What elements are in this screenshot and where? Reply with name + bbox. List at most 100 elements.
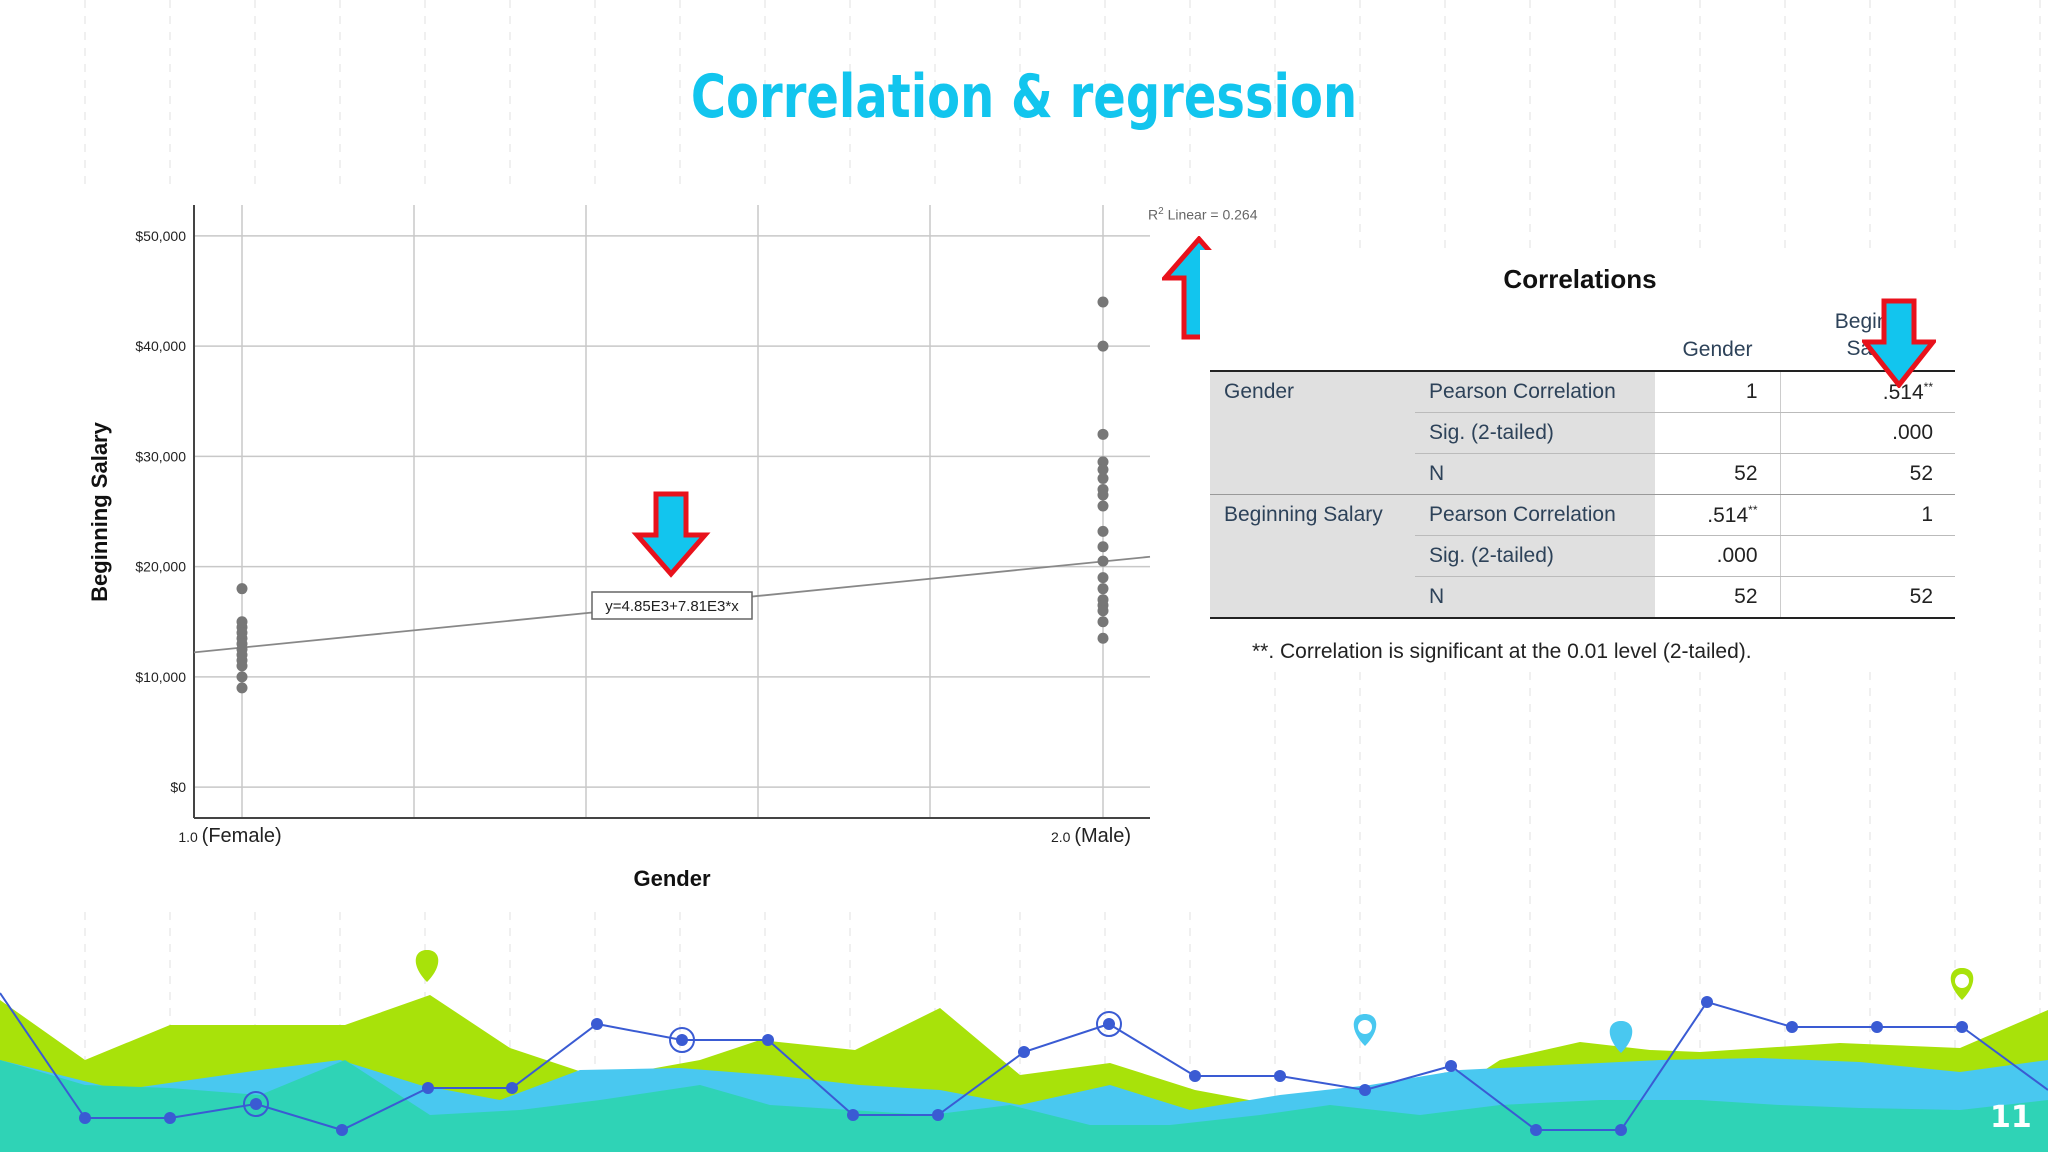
table-cell: 52	[1780, 453, 1955, 495]
table-cell: 1	[1655, 371, 1781, 413]
row-group-label	[1210, 535, 1415, 577]
trend-point	[79, 1112, 91, 1124]
map-pin-shape	[415, 950, 439, 982]
trend-point	[422, 1082, 434, 1094]
trend-point	[1871, 1021, 1883, 1033]
trend-point	[1274, 1070, 1286, 1082]
trend-point	[847, 1109, 859, 1121]
trend-point-ring	[669, 1027, 695, 1053]
data-point	[1097, 572, 1109, 584]
equation-label: y=4.85E3+7.81E3*x	[605, 598, 739, 615]
y-axis-title: Beginning Salary	[87, 421, 112, 601]
map-pin-hole	[1358, 1020, 1372, 1034]
data-point	[1097, 428, 1109, 440]
trend-point	[1786, 1021, 1798, 1033]
table-row: N 52 52	[1210, 453, 1955, 495]
slide-title: Correlation & regression	[690, 62, 1358, 132]
table-title: Correlations	[1503, 264, 1657, 294]
trend-point	[1445, 1060, 1457, 1072]
trend-point	[1189, 1070, 1201, 1082]
stat-label: N	[1415, 453, 1655, 495]
stat-label: Sig. (2-tailed)	[1415, 412, 1655, 454]
row-group-label	[1210, 576, 1415, 618]
trend-point	[762, 1034, 774, 1046]
page-number: 11	[1990, 1100, 2032, 1135]
data-point	[1097, 541, 1109, 553]
r2-label: R2 Linear = 0.264	[1148, 206, 1258, 223]
data-point	[236, 660, 248, 672]
data-point	[1097, 583, 1109, 595]
trend-point-ring	[243, 1091, 269, 1117]
column-header-gender: Gender	[1682, 338, 1753, 361]
table-cell	[1655, 412, 1781, 454]
trend-point-ring	[1096, 1011, 1122, 1037]
trend-point	[932, 1109, 944, 1121]
map-pin-shape	[1609, 1021, 1633, 1053]
data-point	[236, 671, 248, 683]
table-cell	[1780, 535, 1955, 577]
data-point	[236, 682, 248, 694]
stat-label: Sig. (2-tailed)	[1415, 535, 1655, 577]
equation-box	[591, 591, 753, 620]
data-point	[1097, 555, 1109, 567]
correlations-table: Gender BeginnSala Gender Pearson Correla…	[1210, 308, 1955, 619]
trend-point	[1615, 1124, 1627, 1136]
trend-point	[1018, 1046, 1030, 1058]
y-tick-label: $0	[170, 779, 186, 795]
data-point	[1097, 456, 1109, 468]
data-point	[1097, 500, 1109, 512]
y-tick-label: $30,000	[135, 448, 186, 464]
data-point	[1097, 525, 1109, 537]
table-cell: 52	[1655, 576, 1781, 618]
data-point	[1097, 464, 1109, 476]
stat-label: Pearson Correlation	[1415, 494, 1655, 536]
data-point	[1097, 472, 1109, 484]
table-cell: .514**	[1655, 494, 1781, 536]
chart-panel	[78, 190, 1203, 910]
row-group-label: Beginning Salary	[1210, 494, 1415, 536]
table-row: Gender Pearson Correlation 1 .514**	[1210, 371, 1955, 413]
map-pin-icon	[415, 950, 439, 982]
data-point	[1097, 632, 1109, 644]
trend-point	[1956, 1021, 1968, 1033]
x-tick-label: 1.0 (Female)	[178, 825, 281, 847]
map-pin-hole	[1955, 974, 1969, 988]
table-cell: .000	[1780, 412, 1955, 454]
trend-point	[676, 1034, 688, 1046]
stat-label: N	[1415, 576, 1655, 618]
trend-point	[506, 1082, 518, 1094]
data-point	[1097, 489, 1109, 501]
scatter-chart: $0 $10,000 $20,000 $30,000 $40,000 $50,000 1.0…	[87, 205, 1151, 891]
arrow-down-icon	[1862, 298, 1936, 388]
decorative-landscape	[0, 950, 2048, 1152]
map-pin-icon	[1609, 1021, 1633, 1053]
trend-point	[250, 1098, 262, 1110]
stat-label: Pearson Correlation	[1415, 371, 1655, 413]
y-tick-label: $20,000	[135, 559, 186, 575]
table-row: Beginning Salary Pearson Correlation .51…	[1210, 494, 1955, 536]
data-point	[1097, 616, 1109, 628]
trend-point	[1103, 1018, 1115, 1030]
table-cell: .514**	[1780, 371, 1955, 413]
data-point	[1097, 340, 1109, 352]
y-tick-label: $50,000	[135, 228, 186, 244]
table-row: Sig. (2-tailed) .000	[1210, 535, 1955, 577]
map-pin-icon	[1950, 968, 1974, 1000]
table-cell: 1	[1780, 494, 1955, 536]
x-axis-title: Gender	[633, 866, 710, 891]
y-tick-label: $10,000	[135, 669, 186, 685]
trend-point	[336, 1124, 348, 1136]
trend-point	[164, 1112, 176, 1124]
table-footnote: **. Correlation is significant at the 0.…	[1252, 640, 1752, 663]
table-row: Sig. (2-tailed) .000	[1210, 412, 1955, 454]
x-tick-label: 2.0 (Male)	[1051, 825, 1131, 847]
trend-point	[591, 1018, 603, 1030]
table-cell: .000	[1655, 535, 1781, 577]
trend-point	[1530, 1124, 1542, 1136]
arrow-down-icon	[631, 491, 711, 578]
row-group-label	[1210, 453, 1415, 495]
data-point	[236, 583, 248, 595]
table-row: N 52 52	[1210, 576, 1955, 618]
map-pin-icon	[1353, 1014, 1377, 1046]
table-header-row: Gender BeginnSala	[1210, 308, 1955, 371]
